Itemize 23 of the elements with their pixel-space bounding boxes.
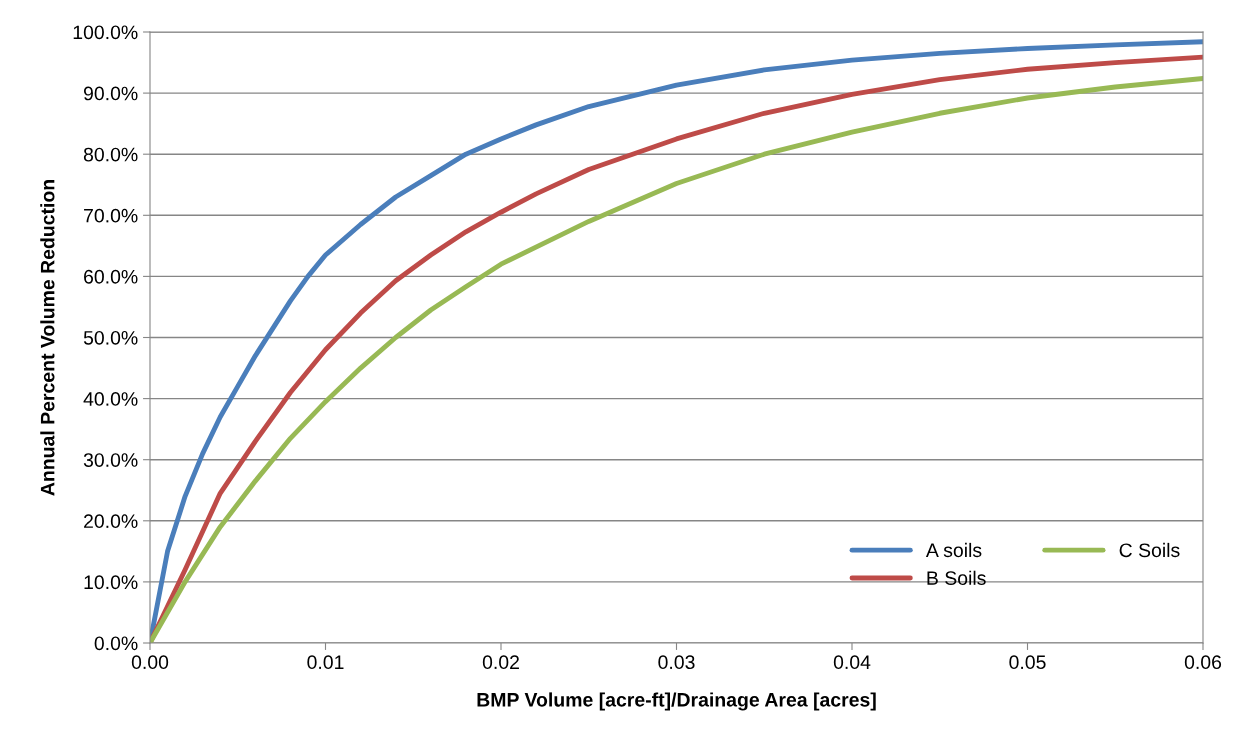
x-axis-title: BMP Volume [acre-ft]/Drainage Area [acres] bbox=[477, 692, 876, 711]
x-tick-label: 0.01 bbox=[307, 655, 344, 670]
x-tick-label: 0.00 bbox=[131, 655, 169, 670]
y-tick-label: 80.0% bbox=[83, 147, 138, 162]
x-tick-label: 0.03 bbox=[658, 655, 695, 670]
y-tick-label: 40.0% bbox=[83, 392, 138, 406]
y-tick-label: 100.0% bbox=[73, 25, 138, 40]
y-axis-title: Annual Percent Volume Reduction bbox=[40, 180, 55, 496]
x-tick-label: 0.04 bbox=[833, 655, 871, 670]
x-tick-label: 0.02 bbox=[482, 655, 519, 670]
y-tick-label: 10.0% bbox=[84, 575, 138, 590]
y-tick-label: 20.0% bbox=[84, 514, 138, 529]
x-tick-label: 0.06 bbox=[1184, 655, 1222, 670]
x-tick-label: 0.05 bbox=[1009, 655, 1046, 670]
y-tick-label: 70.0% bbox=[84, 208, 138, 223]
y-tick-label: 50.0% bbox=[83, 330, 138, 345]
legend-label: C Soils bbox=[1119, 542, 1180, 558]
y-tick-label: 90.0% bbox=[83, 86, 138, 101]
y-tick-label: 60.0% bbox=[84, 269, 138, 284]
legend-label: B Soils bbox=[927, 570, 986, 585]
y-tick-label: 0.0% bbox=[94, 636, 138, 651]
legend-label: A soils bbox=[925, 542, 982, 558]
y-tick-label: 30.0% bbox=[83, 453, 138, 467]
